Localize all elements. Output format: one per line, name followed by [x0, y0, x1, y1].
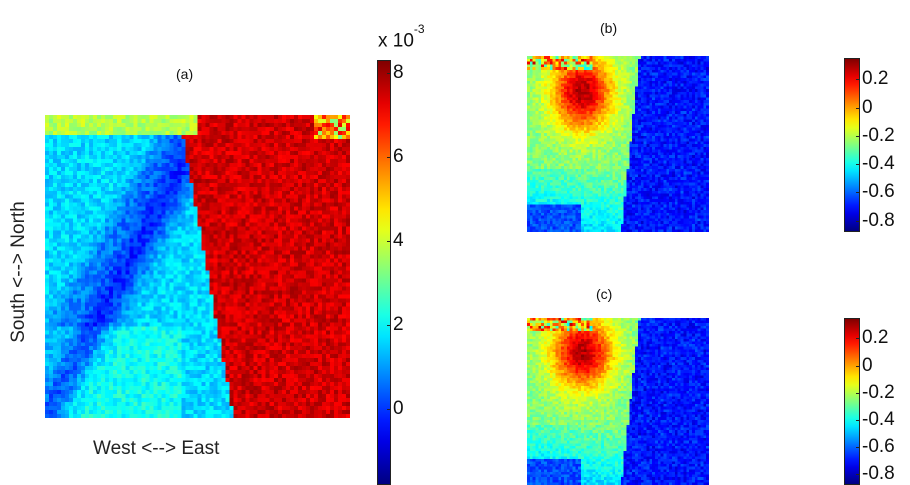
colorbar-a-tick: 2 — [393, 314, 404, 336]
heatmap-a — [45, 115, 350, 418]
colorbar-c-tick-mark — [856, 392, 860, 394]
colorbar-a-tick-mark — [387, 240, 391, 242]
colorbar-c-tick-mark — [856, 474, 860, 476]
colorbar-a-tick: 6 — [393, 145, 404, 167]
colorbar-c-tick-mark — [856, 419, 860, 421]
colorbar-a-tick-mark — [387, 325, 391, 327]
colorbar-b-tick-mark — [856, 164, 860, 166]
panel-b-title: (b) — [600, 20, 618, 36]
colorbar-c-tick: -0.2 — [862, 381, 895, 403]
colorbar-b-tick-mark — [856, 135, 860, 137]
colorbar-b-tick-mark — [856, 107, 860, 109]
panel-c-title: (c) — [596, 286, 613, 302]
heatmap-b — [527, 56, 709, 232]
colorbar-b-tick: -0.4 — [862, 153, 895, 175]
panel-a-title: (a) — [176, 66, 194, 82]
colorbar-b-tick-mark — [856, 192, 860, 194]
colorbar-b — [844, 58, 860, 232]
colorbar-c-tick: -0.6 — [862, 435, 895, 457]
colorbar-a-exponent: -3 — [413, 22, 425, 36]
colorbar-b-tick: -0.6 — [862, 181, 895, 203]
colorbar-a-multiplier: x 10-3 — [378, 22, 425, 52]
heatmap-c — [527, 318, 709, 485]
colorbar-a-tick: 8 — [393, 61, 404, 83]
colorbar-b-tick: 0 — [862, 96, 873, 118]
x-axis-label: West <--> East — [93, 438, 220, 459]
colorbar-c-tick: -0.4 — [862, 408, 895, 430]
colorbar-a-tick: 0 — [393, 398, 404, 420]
colorbar-b-tick: -0.8 — [862, 209, 895, 231]
colorbar-b-tick-mark — [856, 79, 860, 81]
colorbar-a-tick-mark — [387, 72, 391, 74]
colorbar-b-tick: -0.2 — [862, 124, 895, 146]
colorbar-b-tick-mark — [856, 220, 860, 222]
colorbar-a — [377, 60, 391, 485]
y-axis-label: South <--> North — [8, 201, 29, 343]
colorbar-b-tick: 0.2 — [862, 68, 889, 90]
colorbar-a-tick-mark — [387, 409, 391, 411]
colorbar-c-tick: 0.2 — [862, 327, 889, 349]
colorbar-c-tick: 0 — [862, 354, 873, 376]
colorbar-a-tick-mark — [387, 156, 391, 158]
colorbar-c — [844, 318, 860, 485]
colorbar-a-tick: 4 — [393, 229, 404, 251]
colorbar-a-multiplier-text: x 10 — [378, 30, 414, 52]
colorbar-c-tick-mark — [856, 365, 860, 367]
colorbar-c-tick: -0.8 — [862, 463, 895, 485]
colorbar-c-tick-mark — [856, 338, 860, 340]
colorbar-c-tick-mark — [856, 446, 860, 448]
